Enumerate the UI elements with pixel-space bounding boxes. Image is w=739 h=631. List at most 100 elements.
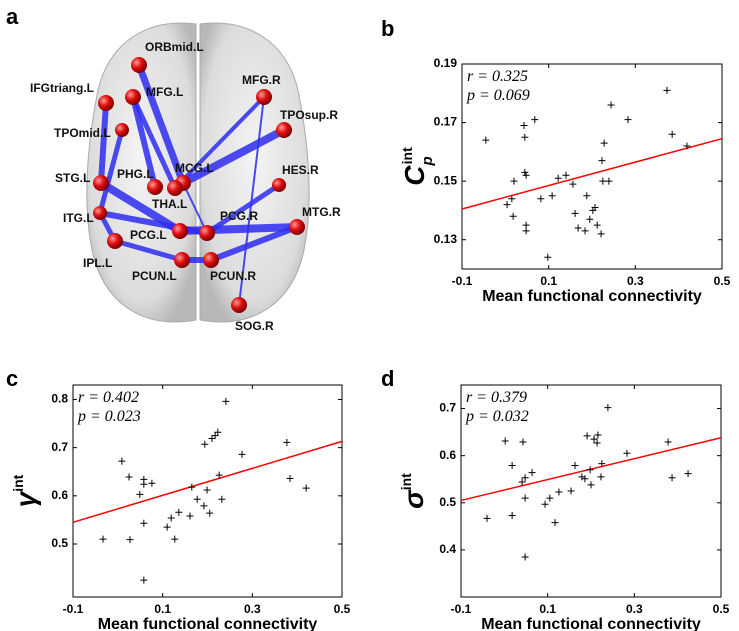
point bbox=[148, 479, 156, 487]
annotation: p = 0.069 bbox=[466, 87, 530, 104]
point bbox=[684, 470, 692, 478]
point bbox=[537, 195, 545, 203]
node bbox=[272, 178, 286, 192]
y-tick-label: 0.13 bbox=[434, 232, 458, 246]
annotation: r = 0.325 bbox=[467, 68, 528, 85]
x-tick-label: 0.5 bbox=[714, 274, 731, 288]
node-label: TPOsup.R bbox=[280, 108, 338, 122]
point bbox=[203, 486, 211, 494]
annotation: p = 0.032 bbox=[465, 408, 529, 425]
point bbox=[136, 490, 144, 498]
annotation: r = 0.379 bbox=[466, 389, 527, 406]
edge bbox=[208, 224, 300, 263]
annotation: p = 0.023 bbox=[77, 408, 141, 425]
point bbox=[598, 460, 606, 468]
point bbox=[544, 253, 552, 261]
point bbox=[520, 122, 528, 129]
plot-area bbox=[460, 384, 722, 598]
point bbox=[206, 509, 214, 517]
y-axis-label: γint bbox=[10, 474, 41, 507]
point bbox=[218, 495, 226, 503]
edge bbox=[173, 95, 266, 190]
point bbox=[519, 438, 527, 446]
point bbox=[163, 523, 171, 531]
point bbox=[567, 487, 575, 495]
point bbox=[193, 495, 201, 503]
node-label: MFG.R bbox=[242, 73, 281, 87]
point bbox=[503, 201, 511, 209]
node bbox=[98, 95, 114, 111]
x-tick-label: 0.1 bbox=[539, 602, 556, 616]
x-tick-label: 0.1 bbox=[154, 602, 171, 616]
point bbox=[208, 434, 216, 442]
point bbox=[624, 116, 632, 124]
fit-line bbox=[460, 437, 722, 502]
point bbox=[599, 177, 607, 185]
point bbox=[501, 437, 509, 445]
point bbox=[201, 440, 209, 448]
edge bbox=[176, 223, 301, 235]
point bbox=[528, 469, 536, 477]
node-label: SOG.R bbox=[235, 319, 274, 333]
point bbox=[522, 227, 530, 235]
y-tick-label: 0.5 bbox=[439, 495, 456, 509]
point bbox=[510, 177, 518, 185]
point bbox=[569, 180, 577, 188]
point bbox=[586, 466, 594, 474]
node bbox=[199, 225, 215, 241]
point bbox=[571, 209, 579, 217]
node bbox=[131, 57, 147, 73]
point bbox=[521, 168, 529, 176]
edge bbox=[182, 182, 208, 234]
node-labels: ORBmid.L MFG.R IFGtriang.L MFG.L TPOmid.… bbox=[30, 40, 341, 333]
point bbox=[590, 435, 598, 443]
node bbox=[125, 89, 141, 105]
node-label: PCG.L bbox=[130, 228, 167, 242]
edge bbox=[98, 100, 109, 186]
y-label-sup: int bbox=[399, 147, 415, 164]
node-label: PHG.L bbox=[117, 167, 154, 181]
node bbox=[174, 252, 190, 268]
node bbox=[231, 297, 247, 313]
node bbox=[256, 89, 272, 105]
scatter-panel: d -0.1 0.1 0.3 0.5 0.4 0.5 0.6 0.7 Mean functiona… bbox=[381, 366, 730, 631]
plot-area bbox=[461, 63, 723, 270]
x-axis-label: Mean functional connectivity bbox=[481, 616, 701, 631]
point bbox=[521, 553, 529, 561]
point bbox=[586, 215, 594, 223]
point bbox=[583, 192, 591, 200]
node bbox=[115, 123, 129, 137]
x-tick-label: 0.3 bbox=[626, 602, 643, 616]
point bbox=[302, 484, 310, 492]
node bbox=[107, 233, 123, 249]
x-tick-label: 0.5 bbox=[334, 602, 351, 616]
point bbox=[508, 511, 516, 519]
node-label: PCG.R bbox=[220, 209, 258, 223]
node-label: HES.R bbox=[282, 163, 319, 177]
point bbox=[283, 438, 291, 446]
y-tick-label: 0.15 bbox=[434, 173, 458, 187]
x-tick-label: -0.1 bbox=[451, 602, 472, 616]
edge bbox=[135, 61, 187, 187]
point bbox=[597, 473, 605, 481]
brain-diagram: a bbox=[6, 4, 341, 333]
point bbox=[607, 101, 615, 109]
point bbox=[171, 535, 179, 543]
point bbox=[186, 512, 194, 520]
point bbox=[518, 478, 526, 486]
point bbox=[594, 431, 602, 439]
point bbox=[521, 494, 529, 502]
node-label: MFG.L bbox=[146, 85, 183, 99]
fit-line bbox=[72, 440, 343, 524]
point bbox=[188, 483, 196, 491]
point bbox=[593, 439, 601, 447]
point bbox=[571, 462, 579, 470]
node-label: TPOmid.L bbox=[54, 126, 111, 140]
node-label: IFGtriang.L bbox=[30, 81, 94, 95]
x-axis-label: Mean functional connectivity bbox=[98, 616, 318, 631]
node-label: MCG.L bbox=[175, 161, 214, 175]
node-label: ORBmid.L bbox=[145, 40, 204, 54]
point bbox=[663, 86, 671, 94]
point bbox=[522, 171, 530, 179]
